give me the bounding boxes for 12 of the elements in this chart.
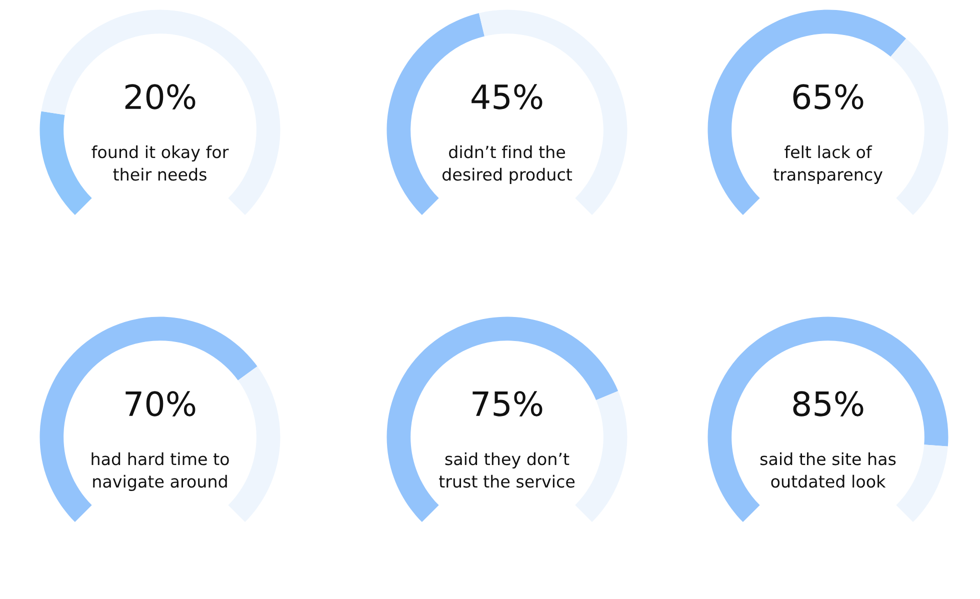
- text: didn’t find the desired product: [442, 145, 572, 184]
- text: 75%: [472, 391, 542, 416]
- text: found it okay for their needs: [92, 145, 229, 181]
- text: 85%: [793, 391, 864, 416]
- text: had hard time to navigate around: [92, 452, 229, 491]
- text: said the site has outdated look: [760, 452, 896, 488]
- text: felt lack of transparency: [773, 145, 882, 184]
- text: said they don’t trust the service: [439, 452, 575, 488]
- text: 45%: [472, 84, 542, 110]
- text: 65%: [793, 84, 864, 110]
- text: 70%: [126, 391, 196, 416]
- text: 20%: [125, 84, 196, 110]
